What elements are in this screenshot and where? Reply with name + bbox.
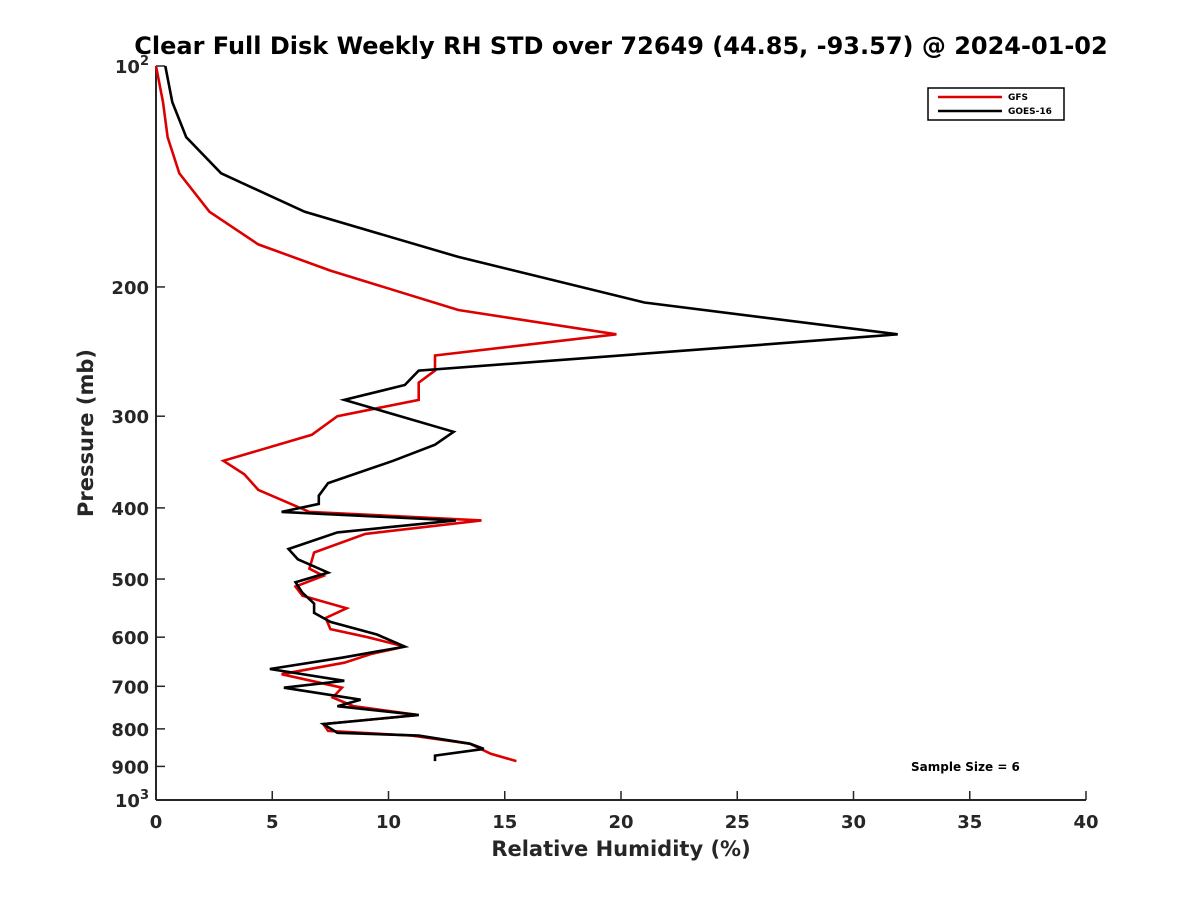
x-tick-label: 30	[841, 812, 866, 833]
y-tick-label-exponent: 3	[140, 788, 149, 803]
y-tick-label-base: 800	[111, 720, 149, 741]
y-tick-label-exponent: 2	[140, 54, 149, 69]
series-line-gfs	[154, 65, 617, 763]
x-tick-label: 15	[492, 812, 517, 833]
x-tick-label: 25	[725, 812, 750, 833]
x-tick-label: 10	[376, 812, 401, 833]
y-tick-label-base: 600	[111, 628, 149, 649]
legend-label-goes16: GOES-16	[1008, 107, 1052, 117]
y-tick-label: 800	[111, 720, 149, 741]
y-tick-label: 103	[115, 788, 149, 812]
y-tick-label-base: 700	[111, 677, 149, 698]
y-tick-label: 200	[111, 278, 149, 299]
y-tick-label-base: 10	[115, 57, 140, 78]
y-tick-label-base: 200	[111, 278, 149, 299]
chart-title: Clear Full Disk Weekly RH STD over 72649…	[134, 32, 1107, 60]
y-tick-label-base: 300	[111, 407, 149, 428]
legend-box	[927, 87, 1065, 121]
y-tick-label: 102	[115, 54, 149, 78]
x-axis-label: Relative Humidity (%)	[491, 837, 750, 861]
y-tick-label-base: 10	[115, 791, 140, 812]
y-tick-label: 500	[111, 570, 149, 591]
y-tick-label: 700	[111, 677, 149, 698]
y-tick-label: 600	[111, 628, 149, 649]
series-line-goes16	[164, 65, 898, 762]
y-tick-label-base: 900	[111, 757, 149, 778]
x-tick-label: 0	[150, 812, 163, 833]
y-axis-label: Pressure (mb)	[74, 349, 98, 517]
y-tick-label: 300	[111, 407, 149, 428]
x-tick-label: 20	[608, 812, 633, 833]
y-tick-label-base: 400	[111, 499, 149, 520]
x-tick-label: 35	[957, 812, 982, 833]
x-axis-ticks: 0 5 10 15 20 25 30 35 40	[150, 791, 1099, 833]
y-tick-label: 400	[111, 499, 149, 520]
y-tick-label: 900	[111, 757, 149, 778]
x-tick-label: 5	[266, 812, 279, 833]
x-tick-label: 40	[1073, 812, 1098, 833]
y-tick-label-base: 500	[111, 570, 149, 591]
sample-size-annotation: Sample Size = 6	[911, 760, 1020, 774]
legend: GFS GOES-16	[927, 87, 1065, 121]
series-lines	[154, 65, 898, 763]
legend-label-gfs: GFS	[1008, 93, 1028, 103]
